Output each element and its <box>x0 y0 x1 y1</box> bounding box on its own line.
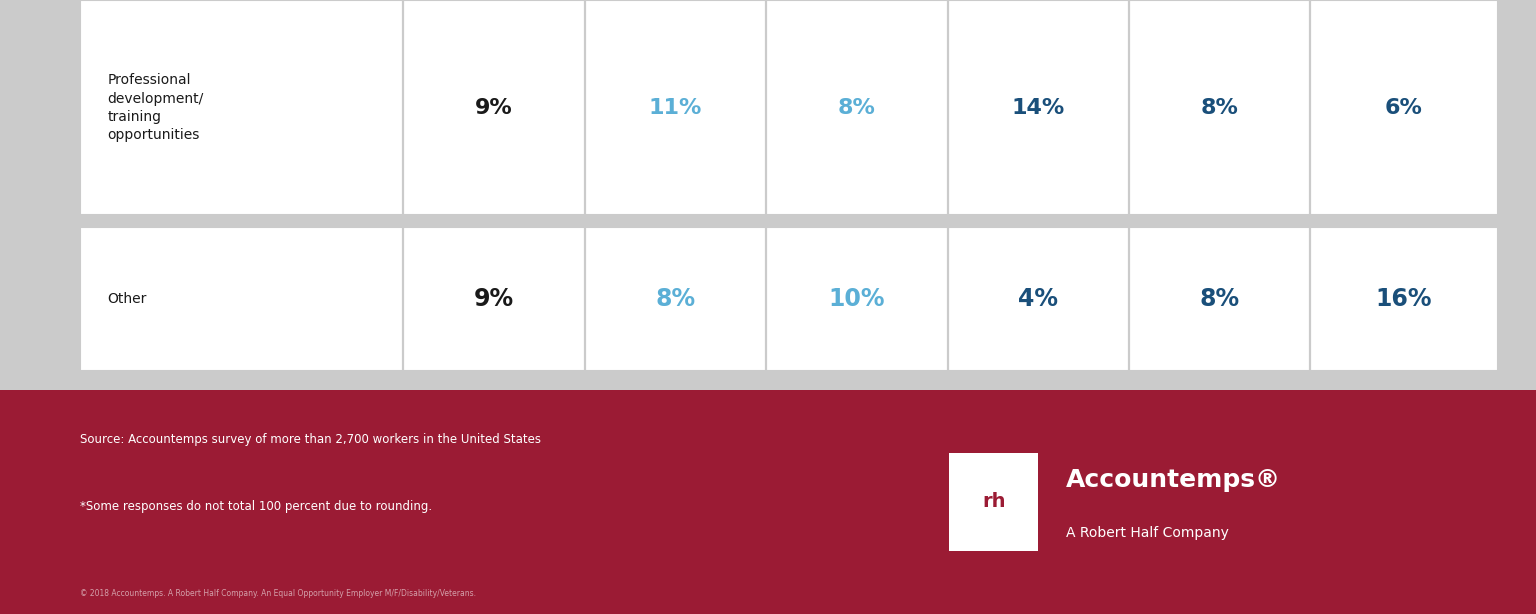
Bar <box>1310 0 1498 216</box>
Text: 8%: 8% <box>1200 287 1240 311</box>
Text: 8%: 8% <box>656 287 696 311</box>
Bar <box>1129 227 1310 371</box>
Bar <box>402 227 585 371</box>
Text: 9%: 9% <box>473 287 515 311</box>
Text: 9%: 9% <box>475 98 513 118</box>
Text: 8%: 8% <box>1201 98 1238 118</box>
Bar <box>80 0 402 216</box>
Text: Source: Accountemps survey of more than 2,700 workers in the United States: Source: Accountemps survey of more than … <box>80 433 541 446</box>
Text: 10%: 10% <box>828 287 885 311</box>
Text: 6%: 6% <box>1385 98 1422 118</box>
Bar <box>949 453 1038 551</box>
Bar <box>948 0 1129 216</box>
Text: 8%: 8% <box>837 98 876 118</box>
Bar <box>585 227 766 371</box>
Bar <box>766 227 948 371</box>
Bar <box>80 227 402 371</box>
Text: 16%: 16% <box>1376 287 1432 311</box>
Text: *Some responses do not total 100 percent due to rounding.: *Some responses do not total 100 percent… <box>80 500 432 513</box>
Text: 14%: 14% <box>1012 98 1064 118</box>
Text: © 2018 Accountemps. A Robert Half Company. An Equal Opportunity Employer M/F/Dis: © 2018 Accountemps. A Robert Half Compan… <box>80 589 476 599</box>
Bar <box>402 0 585 216</box>
Bar <box>585 0 766 216</box>
Text: 4%: 4% <box>1018 287 1058 311</box>
Bar <box>1310 227 1498 371</box>
Bar <box>1129 0 1310 216</box>
Bar <box>0 390 1536 614</box>
Text: A Robert Half Company: A Robert Half Company <box>1066 526 1229 540</box>
Text: 11%: 11% <box>648 98 702 118</box>
Text: Professional
development/
training
opportunities: Professional development/ training oppor… <box>108 73 204 142</box>
Bar <box>948 227 1129 371</box>
Bar <box>766 0 948 216</box>
Text: rh: rh <box>982 492 1006 511</box>
Text: Other: Other <box>108 292 147 306</box>
Text: Accountemps®: Accountemps® <box>1066 468 1281 492</box>
